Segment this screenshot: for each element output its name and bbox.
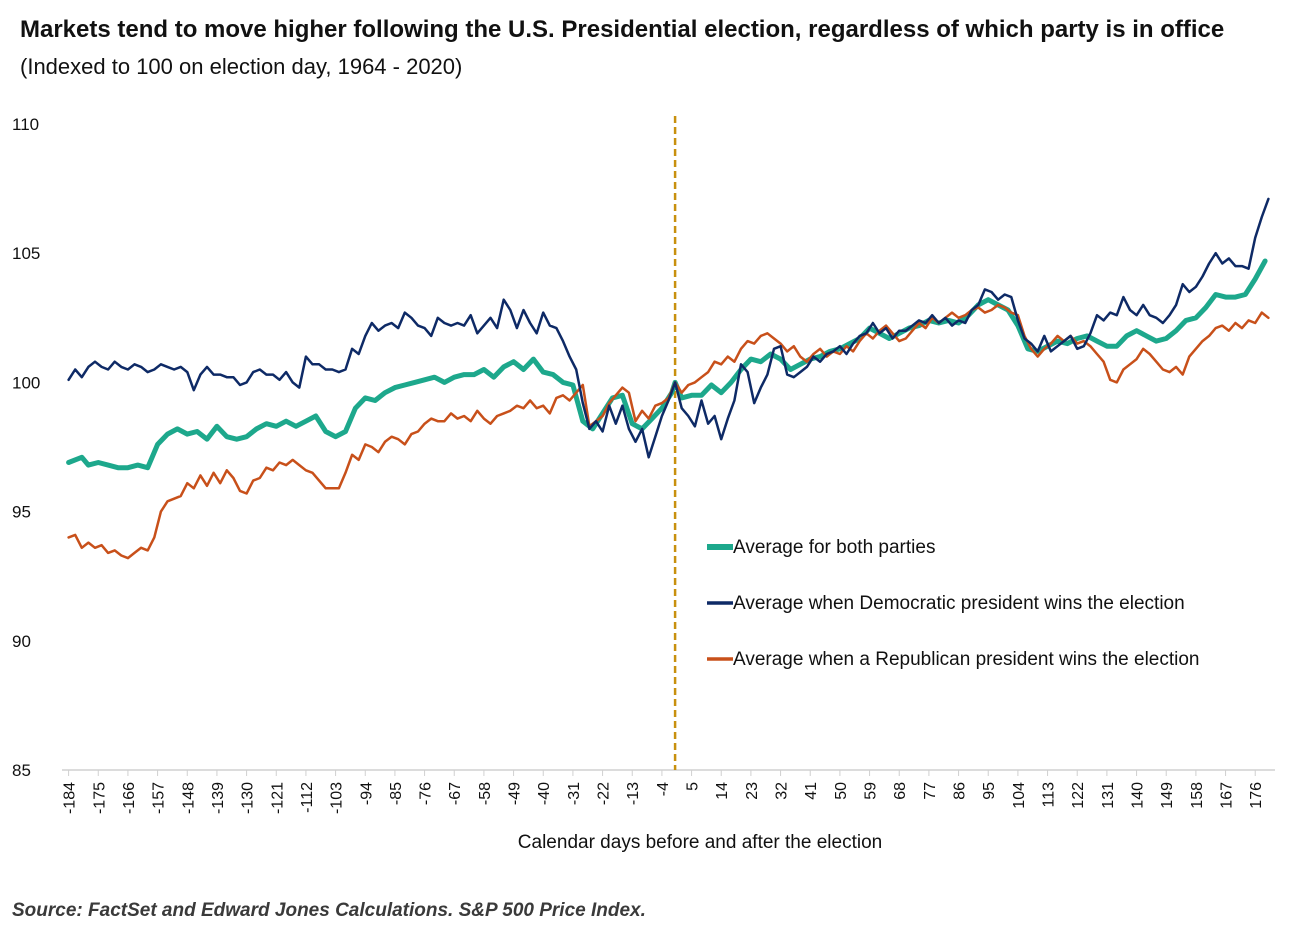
x-tick-label: -76 xyxy=(418,782,435,805)
x-tick-label: 59 xyxy=(863,782,880,800)
x-tick-label: 5 xyxy=(685,782,702,791)
x-tick-label: -166 xyxy=(121,782,138,814)
x-tick-label: 32 xyxy=(774,782,791,800)
x-tick-label: -67 xyxy=(447,782,464,805)
y-tick-label: 95 xyxy=(12,503,31,522)
x-tick-label: -49 xyxy=(507,782,524,805)
series-line-1 xyxy=(66,258,1268,471)
x-tick-label: -58 xyxy=(477,782,494,805)
x-tick-label: -13 xyxy=(625,782,642,805)
x-tick-label: -130 xyxy=(240,782,257,814)
x-tick-label: 122 xyxy=(1070,782,1087,809)
x-tick-label: 41 xyxy=(803,782,820,800)
x-tick-label: -112 xyxy=(299,782,316,813)
x-tick-label: -94 xyxy=(358,782,375,805)
chart-title: Markets tend to move higher following th… xyxy=(20,16,1225,43)
y-tick-label: 85 xyxy=(12,761,31,780)
x-tick-label: 176 xyxy=(1248,782,1265,809)
x-tick-label: -4 xyxy=(655,782,672,796)
x-tick-label: 77 xyxy=(922,782,939,800)
y-tick-label: 110 xyxy=(12,115,39,134)
y-tick-label: 105 xyxy=(12,244,40,263)
x-tick-label: 140 xyxy=(1130,782,1147,809)
x-tick-label: -31 xyxy=(566,782,583,805)
x-tick-label: 50 xyxy=(833,782,850,800)
x-tick-label: -22 xyxy=(596,782,613,805)
x-tick-label: -175 xyxy=(91,782,108,814)
x-tick-label: 113 xyxy=(1041,782,1058,808)
y-tick-label: 100 xyxy=(12,373,40,392)
x-tick-label: 95 xyxy=(981,782,998,800)
y-tick-label: 90 xyxy=(12,632,31,651)
series-lines xyxy=(66,197,1270,560)
legend-label: Average when a Republican president wins… xyxy=(733,649,1200,670)
x-tick-label: -85 xyxy=(388,782,405,805)
x-tick-label: -157 xyxy=(151,782,168,814)
x-tick-label: 68 xyxy=(892,782,909,800)
x-tick-label: 149 xyxy=(1159,782,1176,809)
x-tick-label: -139 xyxy=(210,782,227,814)
x-tick-label: 167 xyxy=(1219,782,1236,809)
legend-label: Average when Democratic president wins t… xyxy=(733,593,1185,614)
series-line-2 xyxy=(67,197,1270,459)
x-axis: -184 -175 -166 -157 -148 -139 -130 -121 -112 -103… xyxy=(62,769,1275,814)
x-tick-label: 104 xyxy=(1011,782,1028,809)
x-axis-label: Calendar days before and after the elect… xyxy=(518,832,882,853)
x-tick-label: 23 xyxy=(744,782,761,800)
x-tick-label: -121 xyxy=(269,782,286,814)
x-tick-label: 86 xyxy=(952,782,969,800)
x-tick-label: -40 xyxy=(536,782,553,805)
x-tick-label: -184 xyxy=(62,782,79,814)
x-tick-label: -103 xyxy=(329,782,346,814)
y-axis: 85 90 95 100 105 110 xyxy=(12,115,40,780)
x-tick-label: -148 xyxy=(180,782,197,814)
x-tick-label: 14 xyxy=(714,782,731,800)
source-note: Source: FactSet and Edward Jones Calcula… xyxy=(12,900,646,921)
chart-subtitle: (Indexed to 100 on election day, 1964 - … xyxy=(20,54,463,79)
x-tick-label: 158 xyxy=(1189,782,1206,809)
series-line-3 xyxy=(67,303,1270,560)
x-tick-label: 131 xyxy=(1100,782,1117,809)
legend-label: Average for both parties xyxy=(733,537,935,558)
legend: Average for both parties Average when Dem… xyxy=(707,537,1200,670)
